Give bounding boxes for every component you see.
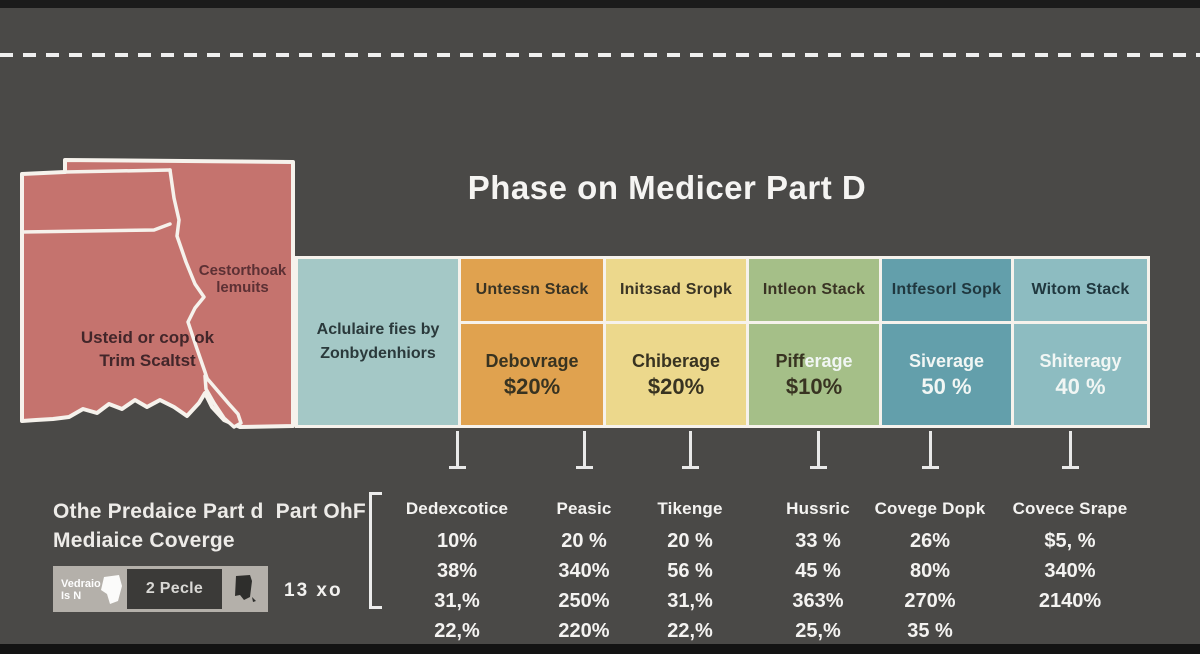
phase-4-header: Intfesorl Sopk <box>882 259 1011 321</box>
bottom-strip <box>0 644 1200 654</box>
phase-3-name-light: erage <box>804 350 853 371</box>
column-value: 31,% <box>667 590 713 612</box>
column-header: Peasic <box>556 499 612 518</box>
column-value: 80% <box>909 560 951 582</box>
state-icon <box>235 575 256 602</box>
column-value: 33 % <box>795 530 841 552</box>
legend-badge-left-line2: Is N <box>61 590 82 602</box>
phase-3-name: Pifferage <box>775 349 852 373</box>
phase-5-name: Shiteragy <box>1039 350 1122 371</box>
column-value: 340% <box>558 560 610 582</box>
column-header: Hussric <box>786 499 850 518</box>
column-header: Covege Dopk <box>874 499 986 518</box>
footer-heading-line1: Othe Predaice Part d Part OhF <box>53 500 366 523</box>
phase-1-name: Debovrage <box>485 350 579 371</box>
column-value: 26% <box>909 530 951 552</box>
column-hussric: Hussric 33 % 45 % 363% 25,% <box>743 499 893 646</box>
phase-2-name: Chiberage <box>631 350 721 371</box>
column-value: 250% <box>558 590 610 612</box>
column-value: 10% <box>436 530 478 552</box>
phase-bar: Untessn Stack Initɜsad Sropk Intleon Sta… <box>295 256 1150 428</box>
map-region-label-top-line1: Cestorthoak <box>198 262 287 279</box>
column-tikenge: Tikenge 20 % 56 % 31,% 22,% <box>615 499 765 646</box>
column-header: Tikenge <box>657 499 723 518</box>
map-region-label-top-line2: lemuits <box>216 279 269 296</box>
phase-4-percent: 50 % <box>921 373 972 399</box>
legend-badge: Vedraio Is N 2 Pecle <box>53 566 268 612</box>
top-strip <box>0 0 1200 8</box>
map-region-label-main-line2: Trim Scaltst <box>99 351 196 370</box>
map-region-label-main: Usteid or cop ok Trim Scaltst <box>60 326 235 372</box>
phase-2-value: Chiberage $20% <box>606 324 746 425</box>
connector-tick <box>1062 431 1079 469</box>
map-border-horizontal <box>20 222 172 234</box>
phase-2-header: Initɜsad Sropk <box>606 259 746 321</box>
phase-3-header: Intleon Stack <box>749 259 879 321</box>
column-header: Dedexcotice <box>405 499 509 518</box>
map-region-label-main-line1: Usteid or cop ok <box>80 328 215 347</box>
column-value: 31,% <box>434 590 480 612</box>
map-border-vertical <box>168 168 213 392</box>
phase-1-value: Debovrage $20% <box>461 324 603 425</box>
column-value: 22,% <box>434 620 480 642</box>
phase-5-percent: 40 % <box>1055 373 1106 399</box>
column-covece-srape: Covece Srape $5, % 340% 2140% <box>995 499 1145 616</box>
column-value: 22,% <box>667 620 713 642</box>
connector-tick <box>810 431 827 469</box>
column-value: 45 % <box>795 560 841 582</box>
column-value: $5, % <box>1044 530 1096 552</box>
legend-badge-right <box>225 569 265 609</box>
phase-2-percent: $20% <box>647 373 705 399</box>
legend-badge-left-line1: Vedraio <box>61 578 101 590</box>
left-bracket <box>369 492 382 609</box>
dashed-divider <box>0 53 1200 57</box>
phase-3-value: Pifferage $10% <box>749 324 879 425</box>
phase-4-value: Siverage 50 % <box>882 324 1011 425</box>
map-region-label-top: Cestorthoak lemuits <box>180 262 305 296</box>
footer-heading-line2: Mediaice Coverge <box>53 529 235 552</box>
column-value: 20 % <box>561 530 607 552</box>
column-value: 340% <box>1044 560 1096 582</box>
page-title: Phase on Medicer Part D <box>467 169 867 206</box>
state-map <box>20 158 295 429</box>
connector-tick <box>449 431 466 469</box>
footer-heading: Othe Predaice Part d Part OhF Mediaice Co… <box>53 497 366 555</box>
phase-6-note-line1: Aclulaire fies by <box>316 321 440 338</box>
column-value: 363% <box>792 590 844 612</box>
map-landmass <box>20 158 295 429</box>
column-value: 56 % <box>667 560 713 582</box>
column-header: Covece Srape <box>1012 499 1128 518</box>
column-value: 38% <box>436 560 478 582</box>
column-value: 220% <box>558 620 610 642</box>
column-value: 20 % <box>667 530 713 552</box>
connector-tick <box>576 431 593 469</box>
phase-1-header: Untessn Stack <box>461 259 603 321</box>
column-value: 270% <box>904 590 956 612</box>
map-peninsula <box>203 374 243 429</box>
column-value: 25,% <box>795 620 841 642</box>
column-value: 35 % <box>907 620 953 642</box>
connector-tick <box>682 431 699 469</box>
map-icon <box>101 575 122 604</box>
column-covege-dopk: Covege Dopk 26% 80% 270% 35 % <box>855 499 1005 646</box>
phase-4-name: Siverage <box>908 350 985 371</box>
column-dedexcotice: Dedexcotice 10% 38% 31,% 22,% <box>382 499 532 646</box>
column-value: 2140% <box>1038 590 1102 612</box>
phase-6-note: Aclulaire fies by Zonbydenhiors <box>298 259 458 425</box>
legend-badge-left: Vedraio Is N <box>56 569 124 609</box>
phase-5-header: Witom Stack <box>1014 259 1147 321</box>
phase-6-note-line2: Zonbydenhiors <box>320 345 436 362</box>
phase-1-percent: $20% <box>503 373 561 399</box>
map-border-top <box>63 168 172 174</box>
phase-5-value: Shiteragy 40 % <box>1014 324 1147 425</box>
legend-badge-count: 2 Pecle <box>127 569 222 609</box>
column-peasic: Peasic 20 % 340% 250% 220% <box>509 499 659 646</box>
connector-tick <box>922 431 939 469</box>
side-note: 13 xo <box>284 580 343 601</box>
phase-3-percent: $10% <box>785 373 843 399</box>
phase-3-name-dark: Piff <box>775 350 805 371</box>
